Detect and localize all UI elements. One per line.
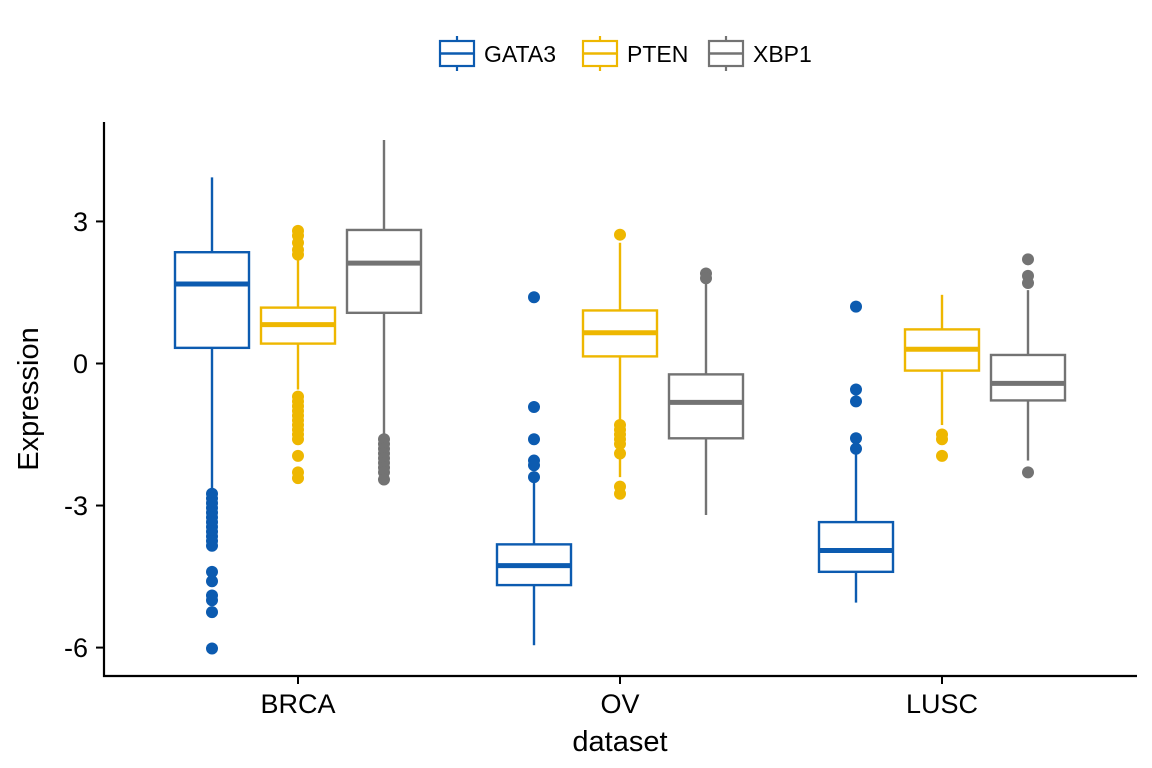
outlier-point [614, 437, 626, 450]
legend-item-xbp1: XBP1 [707, 36, 812, 71]
x-tick-label-brca: BRCA [260, 689, 335, 719]
plot-area [173, 139, 1067, 655]
outlier-point [292, 472, 304, 485]
outlier-point [528, 401, 540, 414]
outlier-point [206, 642, 218, 655]
outlier-point [206, 565, 218, 578]
box-gata3-brca [173, 177, 251, 655]
outlier-point [614, 228, 626, 241]
outlier-point [292, 449, 304, 462]
box-gata3-ov [495, 291, 573, 646]
outlier-point [1022, 466, 1034, 479]
box-pten-lusc [903, 294, 981, 462]
outlier-point [528, 459, 540, 472]
outlier-point [1022, 253, 1034, 266]
y-tick-label: 0 [73, 349, 88, 379]
box-pten-brca [259, 224, 337, 485]
iqr-box [667, 373, 745, 440]
legend-label: XBP1 [753, 41, 812, 67]
outlier-point [378, 473, 390, 486]
outlier-point [614, 487, 626, 500]
legend-item-pten: PTEN [581, 36, 688, 71]
box-gata3-lusc [817, 300, 895, 603]
legend-item-gata3: GATA3 [438, 36, 556, 71]
box-xbp1-lusc [989, 253, 1067, 479]
iqr-box [345, 228, 423, 315]
y-tick-label: 3 [73, 207, 88, 237]
outlier-point [528, 433, 540, 446]
legend: GATA3 PTEN XBP1 [438, 36, 812, 71]
outlier-point [292, 433, 304, 446]
outlier-point [1022, 276, 1034, 289]
box-xbp1-ov [667, 267, 745, 516]
box-xbp1-brca [345, 139, 423, 486]
x-axis-title: dataset [572, 726, 667, 758]
y-tick-label: -6 [64, 633, 88, 663]
outlier-point [850, 383, 862, 396]
outlier-point [936, 449, 948, 462]
x-tick-label-lusc: LUSC [906, 689, 978, 719]
outlier-point [206, 606, 218, 619]
y-axis-title: Expression [13, 327, 45, 470]
outlier-point [528, 471, 540, 484]
x-tick-label-ov: OV [600, 689, 639, 719]
outlier-point [206, 539, 218, 552]
iqr-box [989, 353, 1067, 402]
x-axis-ticks: BRCA OV LUSC [260, 676, 978, 719]
y-tick-label: -3 [64, 491, 88, 521]
outlier-point [700, 272, 712, 285]
outlier-point [614, 447, 626, 460]
legend-label: PTEN [627, 41, 688, 67]
box-pten-ov [581, 228, 659, 500]
outlier-point [292, 248, 304, 261]
outlier-point [850, 300, 862, 313]
outlier-point [528, 291, 540, 304]
outlier-point [850, 395, 862, 408]
iqr-box [173, 251, 251, 350]
outlier-point [206, 594, 218, 607]
outlier-point [850, 442, 862, 455]
y-axis-ticks: 3 0 -3 -6 [64, 207, 104, 663]
outlier-point [206, 575, 218, 588]
outlier-point [936, 433, 948, 446]
legend-label: GATA3 [484, 41, 556, 67]
outlier-point [850, 432, 862, 445]
iqr-box [817, 520, 895, 574]
